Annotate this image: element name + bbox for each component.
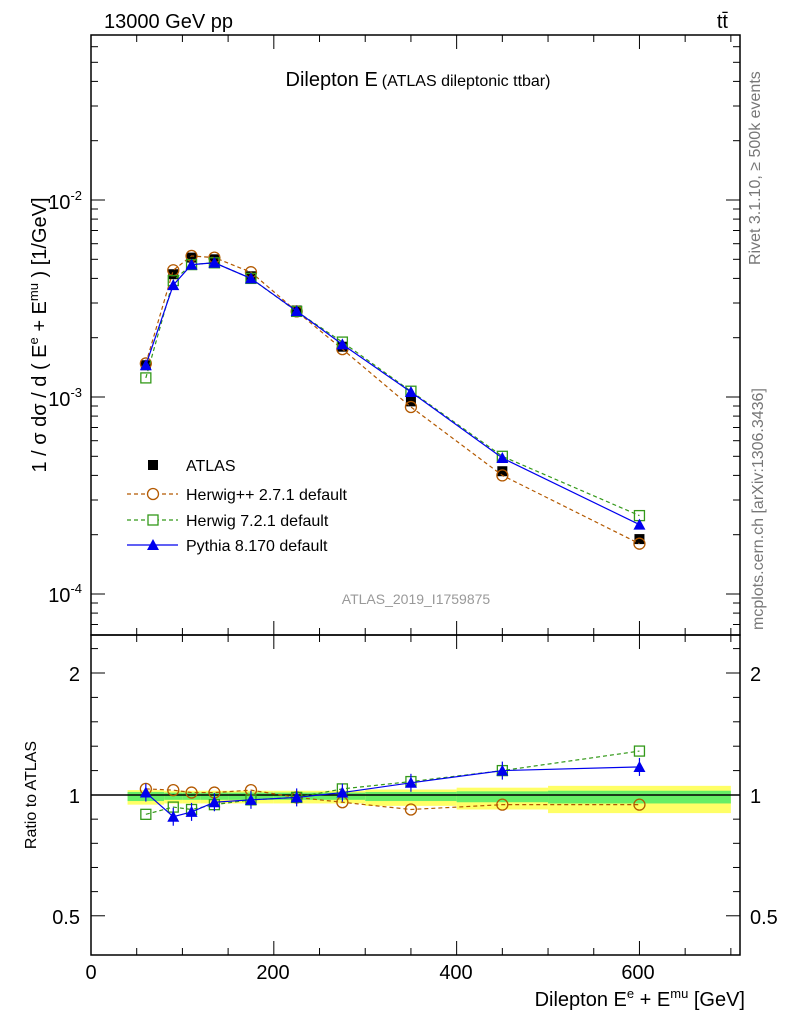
- main-point-pythia: [185, 258, 198, 270]
- ratio-tick-2-right: 2: [750, 664, 761, 686]
- main-line-herwigpp: [145, 255, 640, 545]
- legend-marker-herwig7: [147, 514, 159, 526]
- ratio-tick-05-right: 0.5: [750, 907, 778, 929]
- y-tick-label-1e-2: 10-2: [48, 188, 82, 214]
- ratio-point-pythia: [633, 760, 646, 772]
- ratio-point-herwig: [633, 745, 646, 757]
- main-point-pythia: [496, 452, 509, 464]
- main-point-pythia: [336, 338, 349, 350]
- ratio-tick-2: 2: [69, 664, 80, 686]
- ratio-tick-05: 0.5: [52, 907, 80, 929]
- main-point-herwigpp: [496, 469, 509, 482]
- analysis-id: ATLAS_2019_I1759875: [342, 591, 491, 607]
- ratio-point-pythia: [290, 791, 303, 803]
- y-tick-label-1e-3: 10-3: [48, 385, 82, 411]
- main-y-tick-labels: 10-2 10-3 10-4: [48, 188, 82, 607]
- main-point-herwigpp: [404, 400, 418, 414]
- x-tick-200: 200: [256, 962, 289, 984]
- main-line-pythia: [145, 262, 640, 526]
- ratio-point-pythia: [208, 796, 221, 808]
- main-point-pythia: [139, 359, 152, 371]
- ratio-point-pythia: [244, 793, 257, 805]
- main-point-pythia: [244, 272, 257, 284]
- uncertainty-band-inner: [548, 790, 731, 804]
- x-tick-labels: 0 200 400 600: [85, 962, 654, 984]
- uncertainty-band-inner: [456, 791, 549, 803]
- main-point-pythia: [208, 256, 221, 268]
- legend-marker-pythia: [147, 539, 159, 550]
- ratio-point-pythia: [336, 786, 349, 798]
- ratio-point-pythia: [167, 810, 180, 822]
- ratio-point-pythia: [185, 805, 198, 817]
- ratio-point-herwigpp: [167, 783, 180, 797]
- x-axis-label: Dilepton Ee + Emu [GeV]: [535, 986, 745, 1011]
- main-point-pythia: [404, 386, 417, 398]
- y-tick-label-1e-4: 10-4: [48, 581, 82, 607]
- ratio-line-herwigpp: [145, 788, 640, 811]
- main-series: [139, 249, 646, 550]
- main-point-atlas: [168, 269, 179, 280]
- x-tick-600: 600: [621, 962, 654, 984]
- header-left: 13000 GeV pp: [104, 11, 233, 33]
- plot-title: Dilepton E (ATLAS dileptonic ttbar): [286, 69, 551, 91]
- ratio-line-pythia: [145, 766, 640, 818]
- ratio-point-herwig: [140, 808, 152, 820]
- legend: ATLAS Herwig++ 2.7.1 default Herwig 7.2.…: [127, 458, 348, 555]
- x-tick-0: 0: [85, 962, 96, 984]
- uncertainty-band-inner: [365, 791, 457, 802]
- ratio-point-herwigpp: [185, 786, 198, 799]
- main-y-axis-label: 1 / σ dσ / d ( Ee + Emu ) [1/GeV]: [26, 197, 51, 472]
- main-point-pythia: [290, 305, 303, 317]
- main-point-pythia: [633, 518, 646, 530]
- legend-label-pythia: Pythia 8.170 default: [186, 538, 328, 555]
- uncertainty-band-inner: [182, 792, 201, 800]
- main-point-atlas: [186, 252, 197, 263]
- ratio-point-herwigpp: [404, 803, 418, 816]
- ratio-tick-1-right: 1: [750, 786, 761, 808]
- main-point-atlas: [497, 466, 508, 477]
- ratio-y-tick-labels: 2 1 0.5 2 1 0.5: [52, 664, 778, 929]
- ratio-point-pythia: [139, 786, 152, 798]
- main-axes: [90, 35, 740, 635]
- ratio-y-axis-label: Ratio to ATLAS: [23, 741, 40, 849]
- x-tick-400: 400: [439, 962, 472, 984]
- main-point-herwigpp: [633, 537, 646, 550]
- ratio-series: [139, 745, 646, 826]
- header-right: tt̄: [717, 11, 729, 33]
- ratio-point-herwigpp: [496, 798, 509, 811]
- legend-marker-atlas: [148, 460, 158, 470]
- ratio-point-pythia: [496, 764, 509, 776]
- legend-label-atlas: ATLAS: [186, 458, 236, 475]
- ratio-tick-1: 1: [69, 786, 80, 808]
- ratio-axes: [90, 635, 740, 955]
- legend-marker-herwigpp: [146, 487, 160, 501]
- main-point-herwig: [140, 372, 152, 384]
- main-point-pythia: [167, 279, 180, 291]
- rivet-label: Rivet 3.1.10, ≥ 500k events: [747, 71, 764, 265]
- legend-label-herwig7: Herwig 7.2.1 default: [186, 513, 329, 530]
- ratio-point-pythia: [404, 776, 417, 788]
- legend-label-herwigpp: Herwig++ 2.7.1 default: [186, 487, 348, 504]
- main-line-herwig: [145, 262, 640, 517]
- mcplots-label: mcplots.cern.ch [arXiv:1306.3436]: [750, 388, 767, 630]
- ratio-point-herwigpp: [633, 798, 646, 811]
- main-point-atlas: [634, 534, 645, 545]
